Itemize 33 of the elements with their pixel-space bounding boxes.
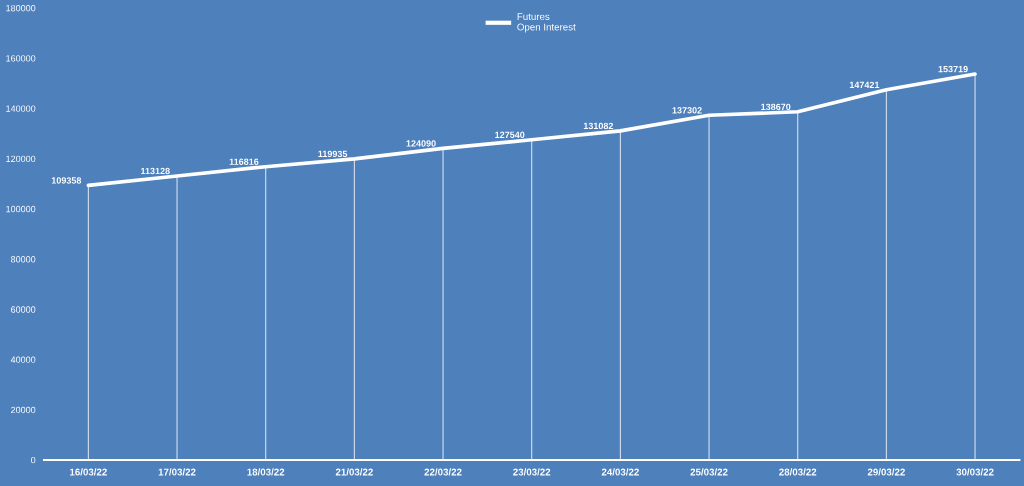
x-tick-label: 23/03/22 [513, 468, 551, 476]
y-tick-label: 120000 [6, 155, 36, 163]
x-tick-label: 16/03/22 [70, 468, 107, 476]
x-tick-label: 18/03/22 [247, 468, 285, 476]
data-label: 119935 [318, 150, 348, 158]
x-tick-label: 29/03/22 [867, 468, 905, 476]
y-tick-label: 180000 [6, 4, 36, 12]
y-tick-label: 140000 [6, 105, 36, 112]
x-tick-label: 28/03/22 [779, 468, 817, 476]
y-tick-label: 40000 [10, 356, 36, 363]
x-tick-label: 17/03/22 [158, 468, 196, 476]
data-label: 137302 [672, 107, 702, 114]
data-label: 147421 [849, 81, 880, 88]
data-label: 153719 [938, 65, 968, 73]
x-tick-label: 22/03/22 [424, 468, 462, 476]
y-tick-label: 20000 [11, 406, 36, 414]
y-tick-label: 160000 [6, 55, 36, 62]
data-label: 113128 [141, 167, 170, 175]
y-tick-label: 80000 [10, 256, 36, 263]
x-tick-label: 30/03/22 [956, 468, 994, 476]
legend-label: Futures Open Interest [517, 13, 576, 33]
data-label: 138670 [761, 103, 791, 111]
x-tick-label: 21/03/22 [335, 468, 373, 476]
data-label: 116816 [229, 158, 259, 165]
y-tick-label: 0 [31, 456, 36, 464]
data-label: 131082 [583, 122, 614, 130]
data-label: 127540 [495, 131, 525, 138]
y-tick-label: 100000 [6, 205, 36, 213]
x-tick-label: 25/03/22 [690, 468, 728, 476]
data-label: 124090 [406, 140, 436, 147]
data-label: 109358 [51, 177, 82, 184]
x-tick-label: 24/03/22 [601, 468, 639, 476]
y-tick-label: 60000 [11, 306, 36, 313]
